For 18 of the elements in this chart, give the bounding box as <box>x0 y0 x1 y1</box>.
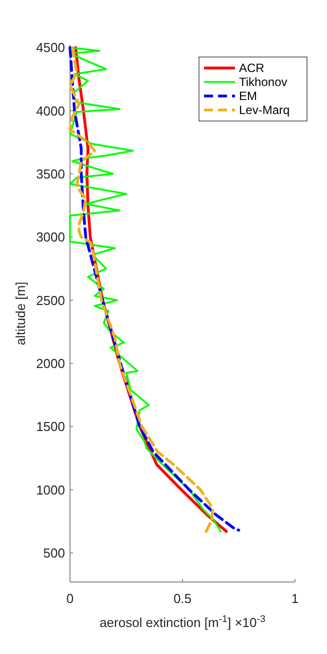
x-tick-label: 1 <box>291 591 299 606</box>
y-tick-label: 2000 <box>36 356 65 371</box>
y-tick-label: 4000 <box>36 103 65 118</box>
y-tick-label: 500 <box>43 545 65 560</box>
x-axis-title: aerosol extinction [m$^{-1}$] ×10$^{-3}$ <box>100 614 266 630</box>
legend-label: Tikhonov <box>239 75 288 90</box>
y-tick-label: 4500 <box>36 40 65 56</box>
y-tick-label: 3000 <box>36 230 65 245</box>
x-tick-label: 0 <box>66 591 74 606</box>
legend-label: Lev-Marq <box>239 103 290 118</box>
y-tick-label: 1000 <box>36 482 65 498</box>
y-tick-label: 1500 <box>36 419 65 434</box>
y-tick-label: 3500 <box>36 166 65 182</box>
legend-label: ACR <box>239 61 265 76</box>
y-tick-label: 2500 <box>36 292 65 308</box>
x-tick-label: 0.5 <box>173 591 192 606</box>
y-axis-title: altitude [m] <box>13 282 28 346</box>
legend-label: EM <box>239 89 258 104</box>
